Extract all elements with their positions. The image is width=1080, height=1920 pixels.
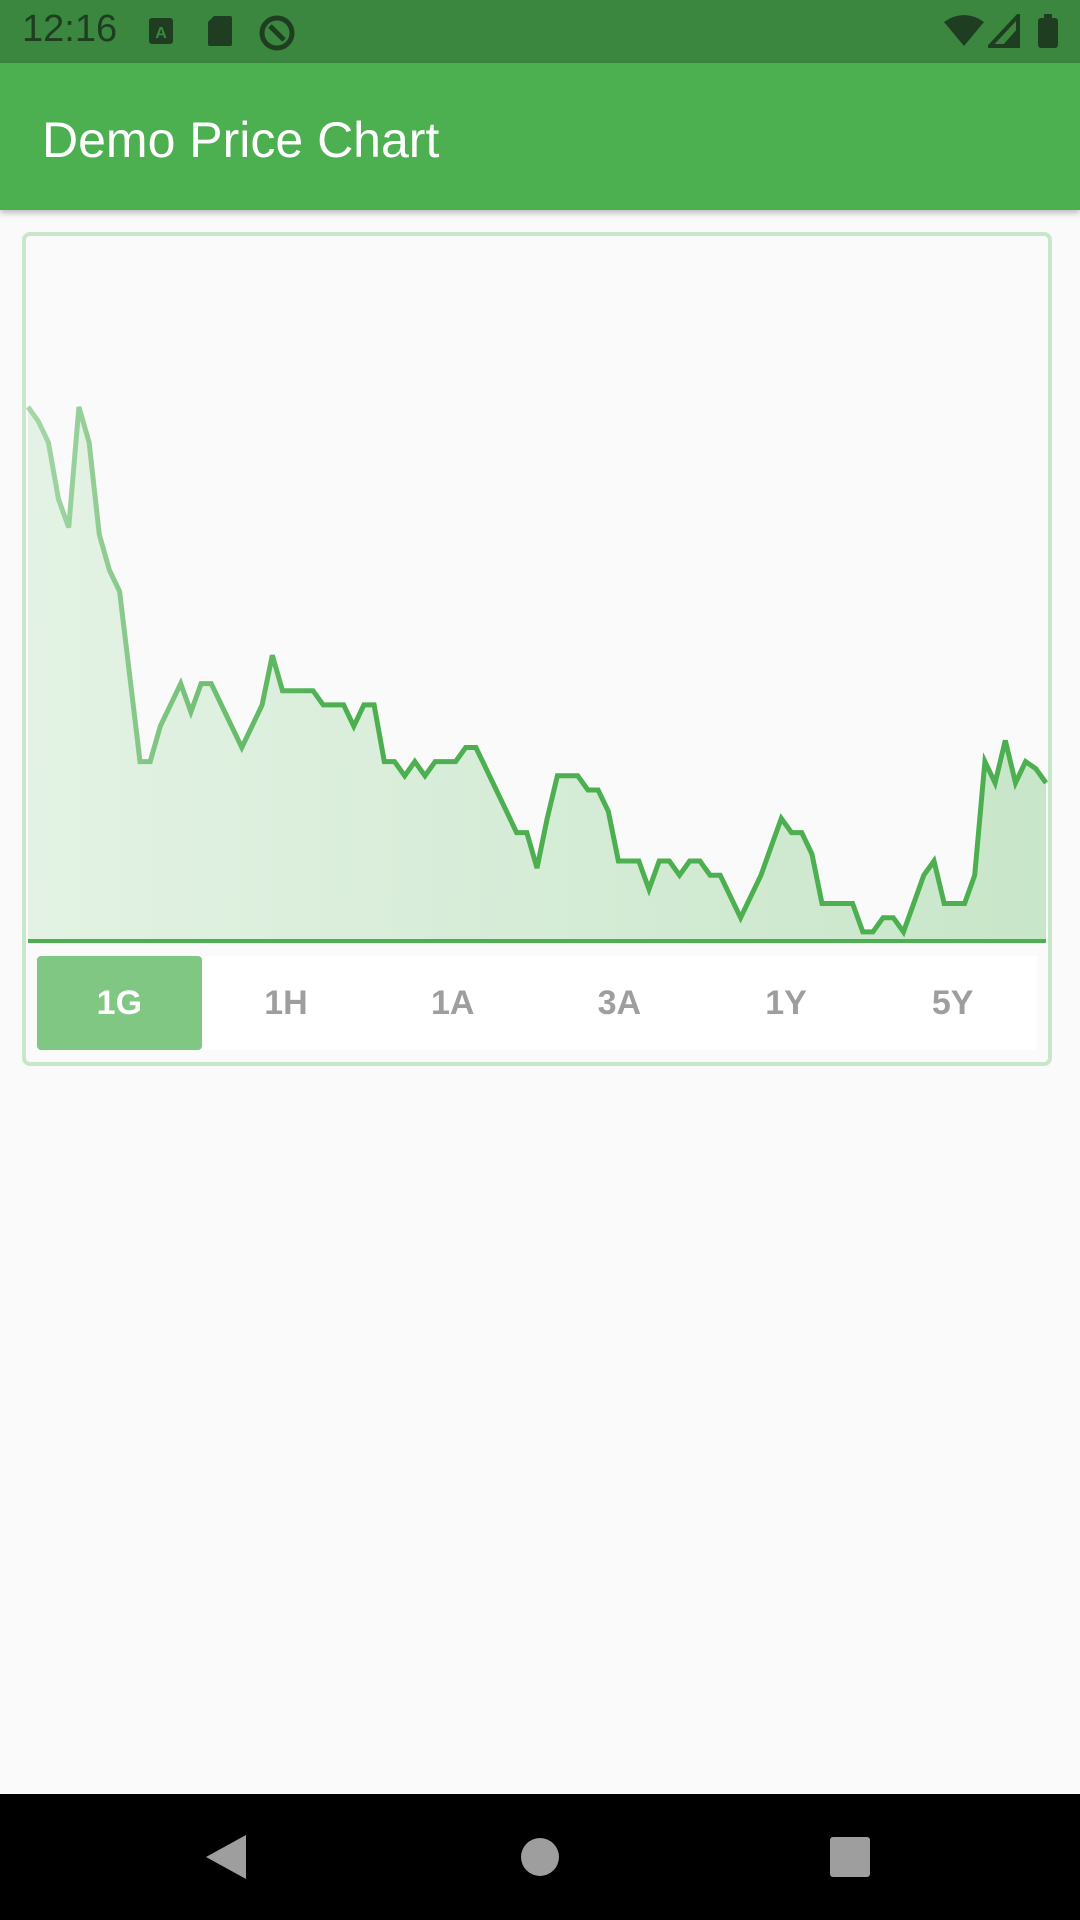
range-selector: 1G 1H 1A 3A 1Y 5Y [37, 956, 1037, 1050]
range-option-1a[interactable]: 1A [370, 956, 536, 1050]
back-icon [206, 1835, 246, 1879]
chart-series-line [26, 405, 1048, 938]
back-button[interactable] [156, 1794, 296, 1920]
range-option-3a[interactable]: 3A [537, 956, 702, 1050]
recents-button[interactable] [780, 1794, 920, 1920]
text-notification-icon: A [147, 14, 175, 48]
chart-area-fill [28, 406, 1046, 939]
sd-card-icon [206, 14, 234, 48]
range-option-1h[interactable]: 1H [203, 956, 369, 1050]
recents-icon [830, 1837, 870, 1877]
range-option-5y[interactable]: 5Y [870, 956, 1036, 1050]
app-title: Demo Price Chart [42, 112, 440, 168]
navigation-bar [0, 1794, 1080, 1920]
home-icon [521, 1838, 559, 1876]
wifi-icon [944, 14, 984, 48]
range-option-1g[interactable]: 1G [37, 956, 202, 1050]
svg-text:A: A [155, 25, 167, 42]
app-bar: Demo Price Chart [0, 63, 1080, 210]
price-chart-card: 1G 1H 1A 3A 1Y 5Y [22, 232, 1052, 1066]
battery-icon [1036, 14, 1060, 48]
range-option-1y[interactable]: 1Y [703, 956, 869, 1050]
cell-signal-icon [985, 10, 1020, 48]
data-saver-icon [258, 14, 296, 51]
status-bar: 12:16 A [0, 0, 1080, 63]
status-time: 12:16 [22, 8, 118, 50]
price-chart [26, 405, 1048, 943]
home-button[interactable] [470, 1794, 610, 1920]
